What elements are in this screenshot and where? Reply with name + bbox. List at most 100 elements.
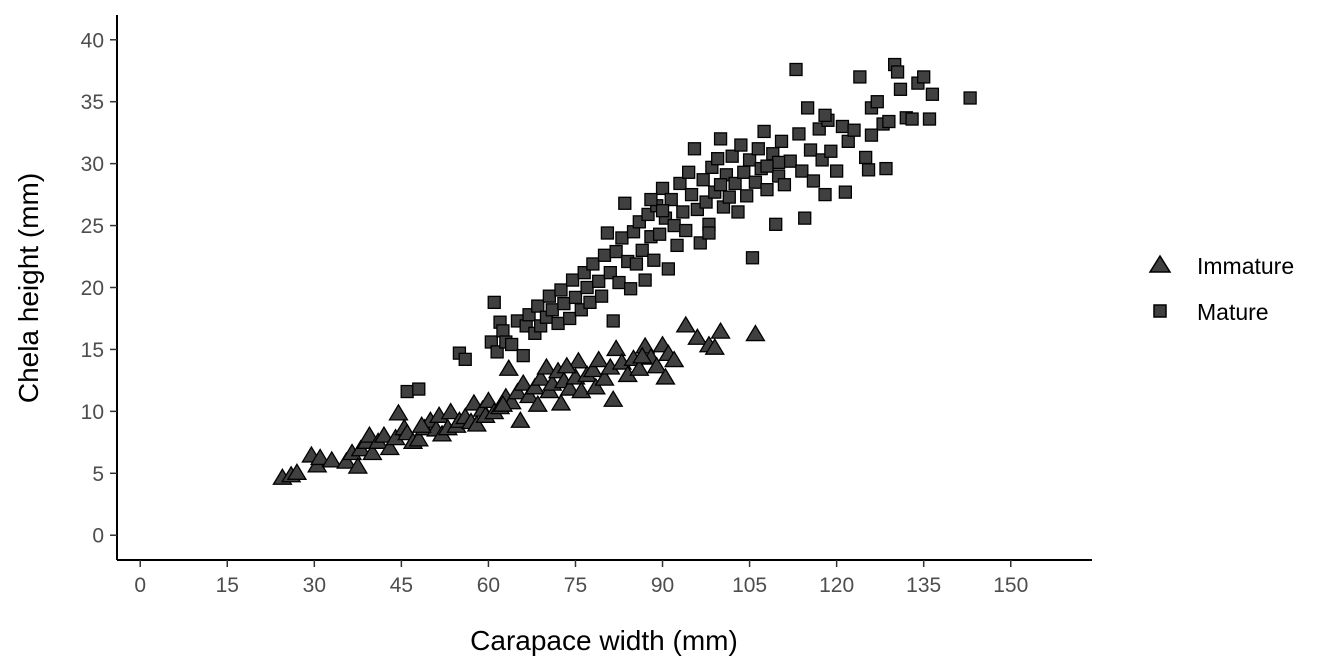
x-tick-label: 150 (993, 574, 1028, 597)
mature-point (757, 124, 771, 139)
mature-point (699, 195, 713, 209)
immature-point (309, 448, 331, 466)
mature-point (841, 134, 855, 148)
legend: Immature Mature (1148, 253, 1294, 325)
legend-item-immature: Immature (1148, 253, 1294, 279)
mature-point (742, 153, 757, 167)
mature-point (583, 295, 597, 310)
mature-point (693, 236, 707, 250)
immature-point (411, 415, 432, 433)
mature-point (760, 159, 774, 173)
mature-point (882, 114, 896, 129)
immature-point (655, 367, 676, 385)
immature-point (388, 403, 409, 421)
immature-point (466, 414, 487, 432)
mature-point (600, 226, 615, 240)
y-ticks: 0 5 10 15 20 25 30 35 40 (81, 29, 117, 548)
mature-point (400, 384, 414, 399)
y-tick-label: 10 (81, 401, 104, 424)
legend-label-immature: Immature (1197, 253, 1294, 279)
immature-point (571, 381, 592, 399)
immature-point (675, 315, 696, 333)
mature-point (618, 196, 632, 210)
mature-point (655, 204, 670, 218)
mature-point (554, 283, 568, 297)
mature-point (853, 70, 867, 84)
mature-point (789, 62, 803, 77)
mature-point (879, 161, 893, 176)
mature-point (734, 138, 748, 152)
mature-point (655, 181, 670, 196)
immature-point (463, 393, 485, 411)
mature-point (774, 134, 789, 148)
mature-point (644, 192, 658, 207)
mature-point (725, 149, 739, 163)
immature-point (359, 425, 380, 443)
mature-point (679, 223, 693, 238)
mature-point (771, 155, 786, 170)
mature-point (487, 295, 501, 310)
mature-point (458, 352, 472, 366)
y-tick-label: 20 (81, 277, 104, 300)
mature-point (597, 248, 612, 262)
mature-point (676, 205, 690, 219)
mature-point (635, 243, 649, 257)
x-ticks: 0 15 30 45 60 75 90 105 120 135 150 (134, 560, 1028, 597)
mature-point (783, 154, 797, 168)
mature-point (917, 70, 931, 84)
y-tick-label: 30 (81, 153, 104, 176)
mature-point (615, 231, 629, 245)
mature-point (859, 150, 873, 165)
mature-point (890, 65, 905, 79)
mature-point (684, 187, 699, 202)
immature-point (440, 402, 461, 420)
immature-point (710, 321, 731, 339)
mature-point (592, 274, 606, 288)
mature-point (713, 178, 728, 192)
immature-point (530, 368, 551, 386)
immature-point (347, 456, 368, 474)
immature-point (362, 443, 383, 461)
immature-point (524, 377, 546, 395)
mature-point (609, 244, 623, 259)
mature-point (580, 280, 594, 295)
mature-point (696, 173, 710, 187)
mature-point (838, 185, 852, 199)
immature-point (550, 393, 572, 411)
mature-point (748, 175, 763, 189)
mature-point (740, 189, 754, 203)
mature-point (798, 211, 812, 225)
mature-point (542, 289, 557, 303)
mature-point (751, 142, 765, 156)
mature-point (818, 108, 832, 122)
mature-point (795, 164, 809, 178)
immature-point (745, 324, 766, 342)
y-tick-label: 40 (81, 29, 104, 52)
x-tick-label: 105 (732, 574, 767, 597)
mature-point (531, 299, 545, 313)
mature-point (563, 311, 577, 326)
mature-point (565, 273, 580, 287)
immature-point (507, 382, 528, 400)
immature-point (687, 328, 708, 345)
y-tick-label: 15 (81, 339, 104, 362)
x-tick-label: 120 (819, 574, 854, 597)
mature-point (864, 128, 879, 142)
immature-point (704, 337, 725, 355)
mature-point (769, 217, 783, 231)
mature-point (682, 165, 696, 179)
immature-point (478, 391, 499, 409)
immature-point (321, 450, 342, 468)
mature-point (829, 164, 844, 178)
mature-point (612, 275, 626, 290)
y-tick-label: 35 (81, 91, 104, 114)
mature-point (670, 238, 684, 253)
immature-point (605, 339, 627, 357)
mature-point (824, 144, 838, 158)
legend-square-marker (1153, 304, 1167, 318)
x-tick-label: 0 (134, 574, 146, 597)
immature-point (582, 360, 604, 378)
mature-point (861, 163, 876, 177)
immature-point (629, 358, 650, 376)
